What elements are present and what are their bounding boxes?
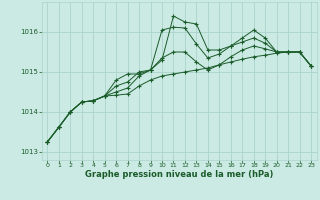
X-axis label: Graphe pression niveau de la mer (hPa): Graphe pression niveau de la mer (hPa) xyxy=(85,170,273,179)
